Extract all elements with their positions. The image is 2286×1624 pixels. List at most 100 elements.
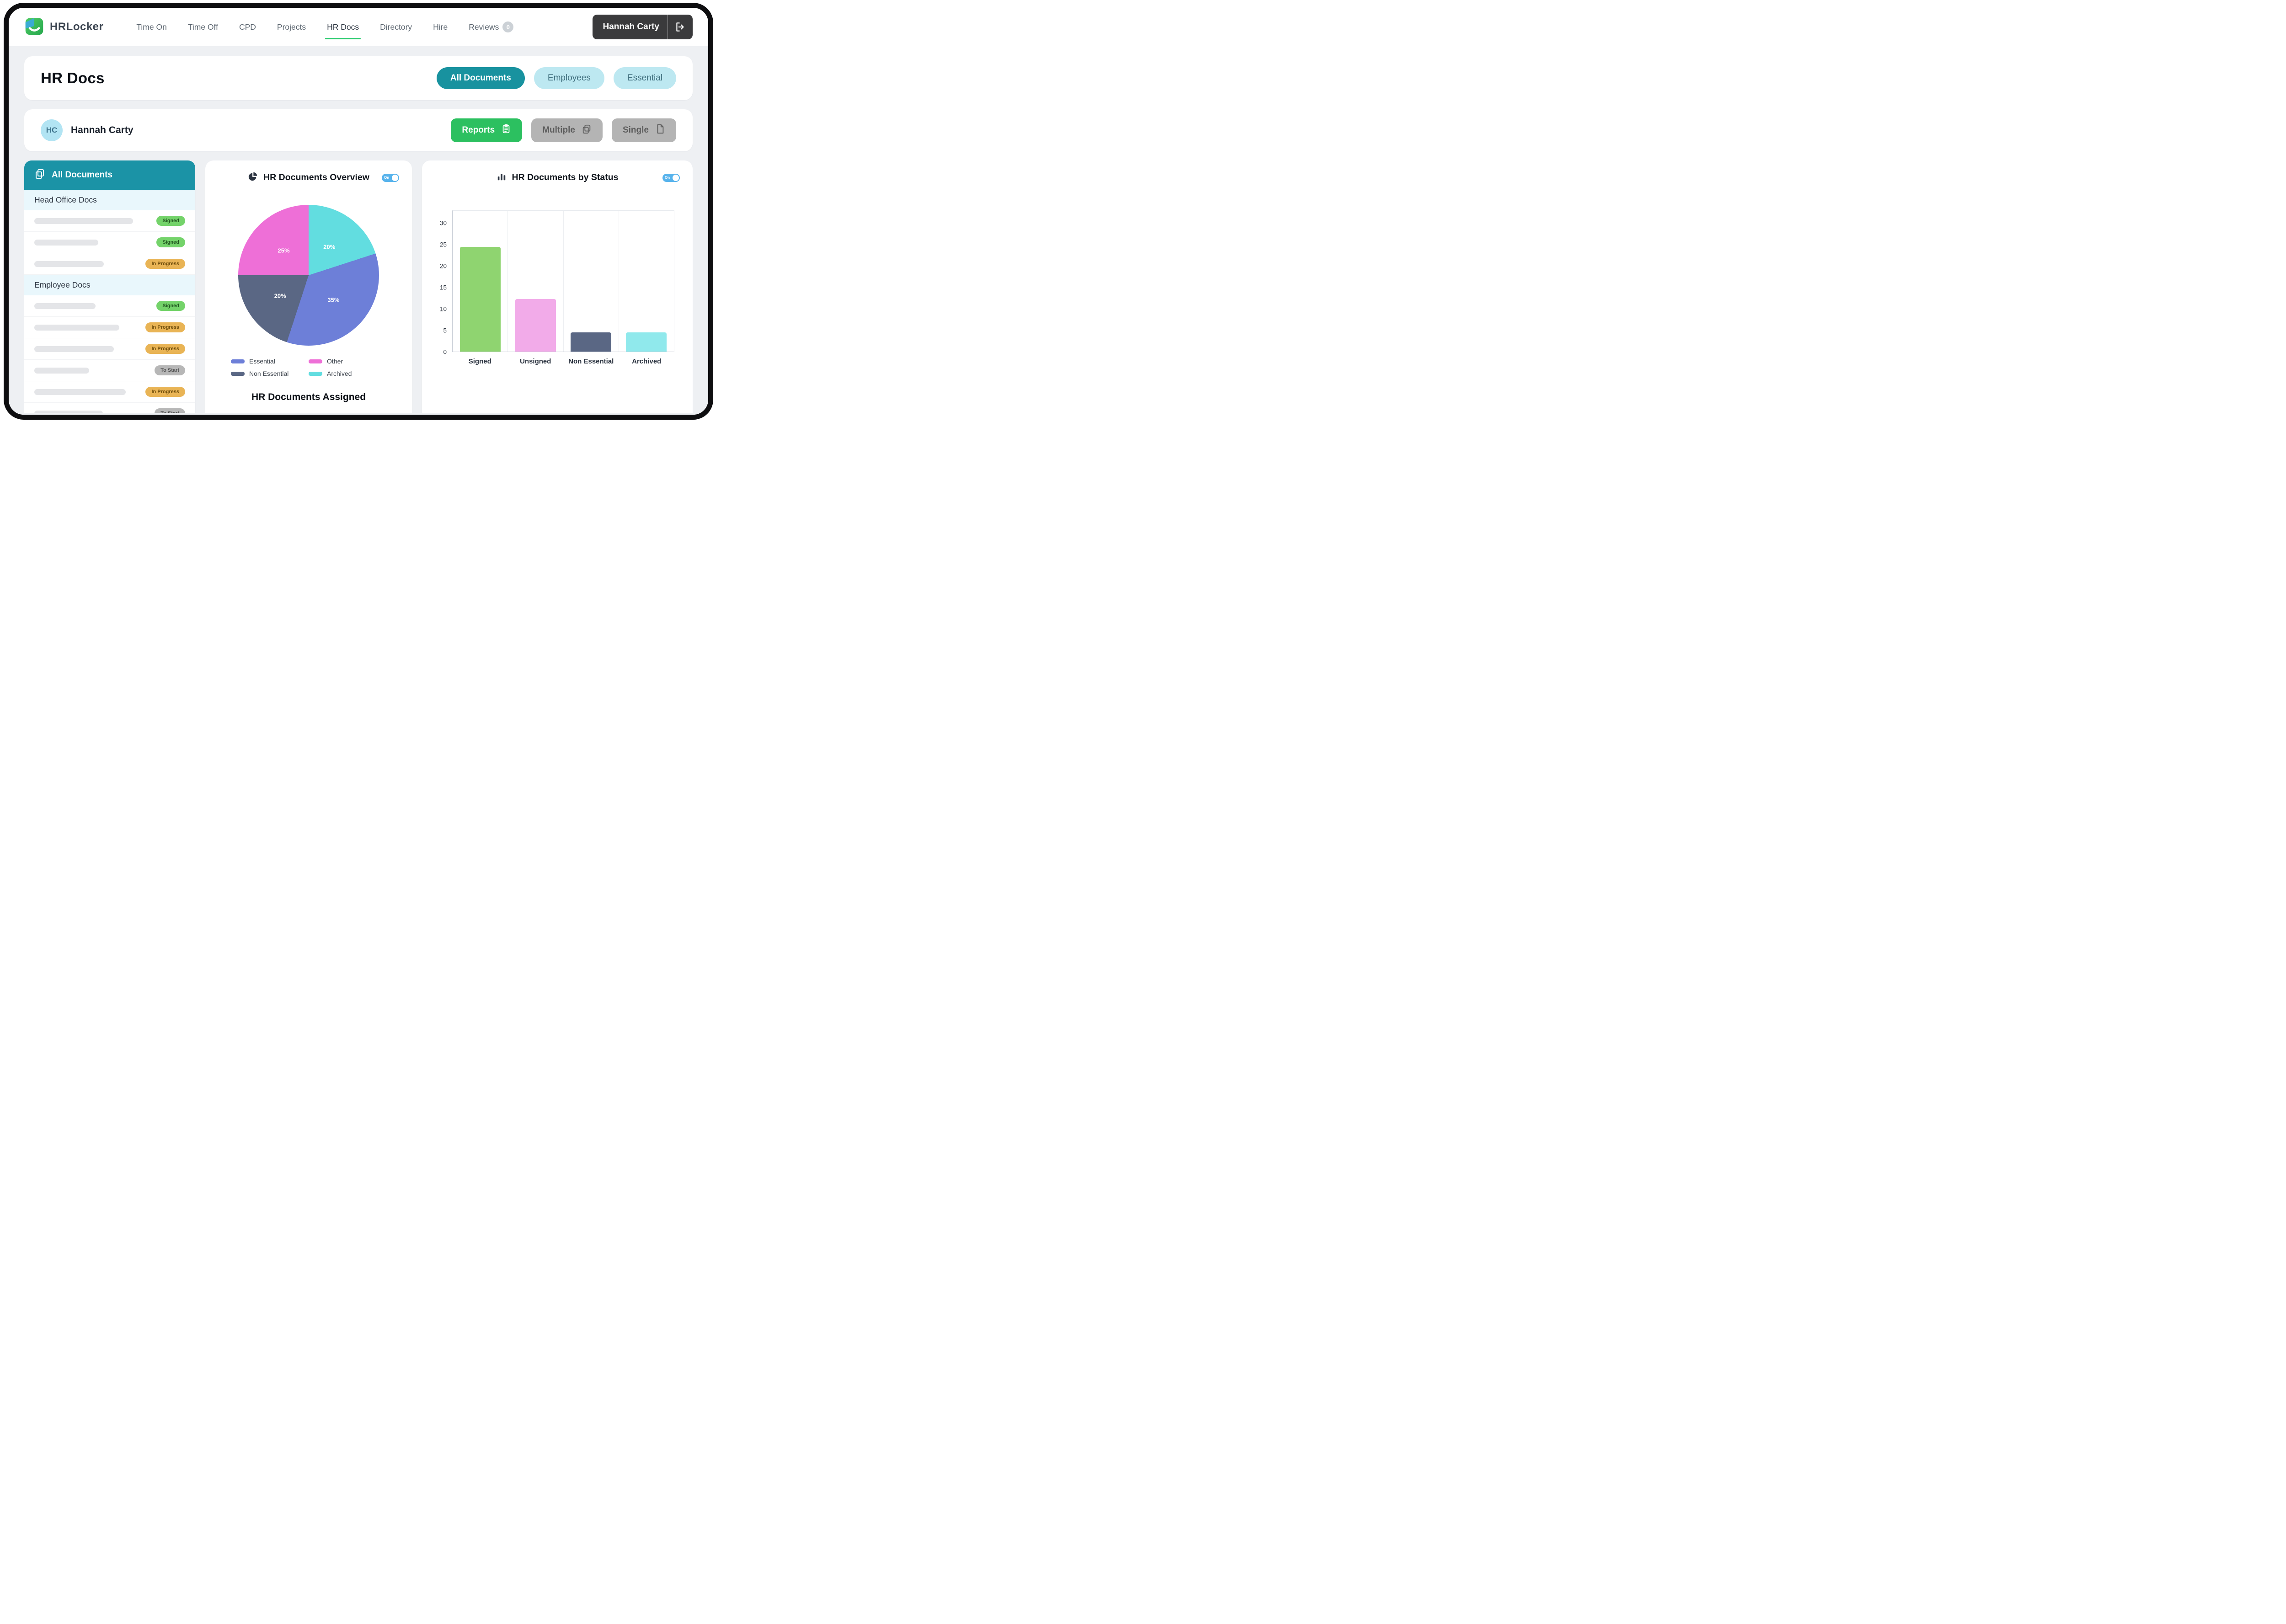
- status-badge: Signed: [156, 301, 185, 311]
- doc-row[interactable]: In Progress: [24, 338, 195, 360]
- doc-row[interactable]: Signed: [24, 295, 195, 317]
- overview-card-header: HR Documents Overview On: [217, 171, 400, 184]
- reports-button-label: Reports: [462, 125, 495, 135]
- documents-panel-header: All Documents: [24, 160, 195, 190]
- reports-button[interactable]: Reports: [451, 118, 523, 142]
- status-card-title: HR Documents by Status: [512, 172, 619, 182]
- hr-documents-by-status-card: HR Documents by Status On 0 5 10 15 20 25 30 S…: [422, 160, 693, 413]
- doc-title-placeholder: [34, 239, 98, 246]
- x-axis-label: Non Essential: [568, 358, 614, 365]
- main-nav: Time On Time Off CPD Projects HR Docs Di…: [136, 21, 514, 39]
- single-document-icon: [655, 124, 665, 137]
- nav-item-time-off[interactable]: Time Off: [187, 22, 218, 32]
- nav-item-projects[interactable]: Projects: [277, 22, 306, 32]
- section-head-office-docs: Head Office Docs: [24, 190, 195, 210]
- legend-item-non-essential: Non Essential: [231, 370, 309, 377]
- overview-toggle[interactable]: On: [382, 173, 399, 182]
- nav-item-reviews[interactable]: Reviews: [469, 22, 499, 32]
- legend-label: Non Essential: [249, 370, 289, 377]
- status-badge: In Progress: [145, 387, 185, 397]
- legend-swatch: [309, 359, 322, 363]
- doc-row[interactable]: In Progress: [24, 253, 195, 275]
- nav-item-directory[interactable]: Directory: [380, 22, 412, 32]
- pie-legend: Essential Non Essential Other Archived: [231, 358, 386, 377]
- doc-row[interactable]: Signed: [24, 210, 195, 232]
- bar-column: [563, 211, 619, 352]
- toggle-on-label: On: [384, 176, 390, 180]
- legend-item-archived: Archived: [309, 370, 386, 377]
- toggle-on-label: On: [665, 176, 670, 180]
- x-axis-label: Signed: [468, 358, 491, 365]
- app-frame: HRLocker Time On Time Off CPD Projects H…: [4, 3, 713, 420]
- avatar: HC: [41, 119, 63, 141]
- pie-slice-label: 25%: [278, 247, 290, 254]
- top-navbar: HRLocker Time On Time Off CPD Projects H…: [9, 8, 708, 46]
- bar-plot: [452, 210, 674, 352]
- filter-all-documents[interactable]: All Documents: [436, 67, 525, 89]
- x-axis-label: Archived: [632, 358, 662, 365]
- doc-row[interactable]: To Start: [24, 403, 195, 413]
- bar-unsigned: [515, 299, 556, 352]
- status-toggle[interactable]: On: [662, 173, 680, 182]
- legend-swatch: [231, 359, 245, 363]
- page-content: HR Docs All Documents Employees Essentia…: [9, 46, 708, 415]
- doc-title-placeholder: [34, 410, 103, 413]
- nav-item-hire[interactable]: Hire: [433, 22, 448, 32]
- y-axis-tick: 0: [443, 348, 447, 356]
- doc-title-placeholder: [34, 389, 126, 395]
- pie-slice-label: 20%: [323, 243, 336, 251]
- user-menu-name: Hannah Carty: [603, 22, 659, 32]
- legend-label: Archived: [327, 370, 352, 377]
- bar-column: [507, 211, 563, 352]
- y-axis-tick: 25: [439, 241, 447, 248]
- logout-icon[interactable]: [668, 15, 693, 39]
- filter-employees[interactable]: Employees: [534, 67, 604, 89]
- doc-title-placeholder: [34, 303, 96, 309]
- bar-signed: [459, 247, 501, 352]
- bar-column: [453, 211, 507, 352]
- nav-item-cpd[interactable]: CPD: [239, 22, 256, 32]
- user-bar-actions: Reports Multiple: [451, 118, 676, 142]
- status-badge: In Progress: [145, 259, 185, 269]
- copy-documents-icon: [582, 124, 592, 137]
- brand[interactable]: HRLocker: [24, 16, 103, 38]
- y-axis-tick: 15: [439, 284, 447, 291]
- single-button-label: Single: [622, 125, 649, 135]
- documents-panel-title: All Documents: [52, 170, 113, 180]
- doc-row[interactable]: To Start: [24, 360, 195, 381]
- pie-slice-label: 35%: [327, 296, 340, 304]
- bar-chart: 0 5 10 15 20 25 30 Signed Unsigned Non Essential…: [434, 210, 681, 365]
- legend-item-other: Other: [309, 358, 386, 365]
- pie-chart-icon: [248, 171, 258, 184]
- clipboard-icon: [501, 124, 511, 137]
- y-axis-tick: 5: [443, 327, 447, 334]
- user-bar-name: Hannah Carty: [71, 125, 134, 135]
- bar-xlabels: Signed Unsigned Non Essential Archived: [452, 358, 674, 365]
- x-axis-label: Unsigned: [520, 358, 551, 365]
- bar-plot-wrap: Signed Unsigned Non Essential Archived: [452, 210, 674, 365]
- dashboard-columns: All Documents Head Office Docs Signed Si…: [24, 160, 693, 413]
- user-menu-button[interactable]: Hannah Carty: [593, 15, 693, 39]
- legend-swatch: [309, 371, 322, 376]
- y-axis-tick: 30: [439, 219, 447, 227]
- doc-row[interactable]: In Progress: [24, 317, 195, 338]
- doc-row[interactable]: Signed: [24, 232, 195, 253]
- status-badge: Signed: [156, 237, 185, 247]
- bar-non-essential: [571, 332, 612, 352]
- page-title: HR Docs: [41, 69, 105, 86]
- status-badge: In Progress: [145, 322, 185, 332]
- nav-item-time-on[interactable]: Time On: [136, 22, 167, 32]
- legend-label: Essential: [249, 358, 275, 365]
- bar-yaxis: 0 5 10 15 20 25 30: [434, 210, 452, 356]
- filter-essential[interactable]: Essential: [613, 67, 676, 89]
- legend-swatch: [231, 371, 245, 376]
- user-bar-card: HC Hannah Carty Reports Multiple: [24, 109, 693, 151]
- doc-row[interactable]: In Progress: [24, 381, 195, 403]
- status-card-header: HR Documents by Status On: [434, 171, 681, 184]
- multiple-button[interactable]: Multiple: [531, 118, 603, 142]
- y-axis-tick: 10: [439, 305, 447, 313]
- single-button[interactable]: Single: [611, 118, 676, 142]
- nav-item-hr-docs[interactable]: HR Docs: [325, 22, 361, 39]
- legend-item-essential: Essential: [231, 358, 309, 365]
- reviews-count-badge: 0: [502, 21, 514, 32]
